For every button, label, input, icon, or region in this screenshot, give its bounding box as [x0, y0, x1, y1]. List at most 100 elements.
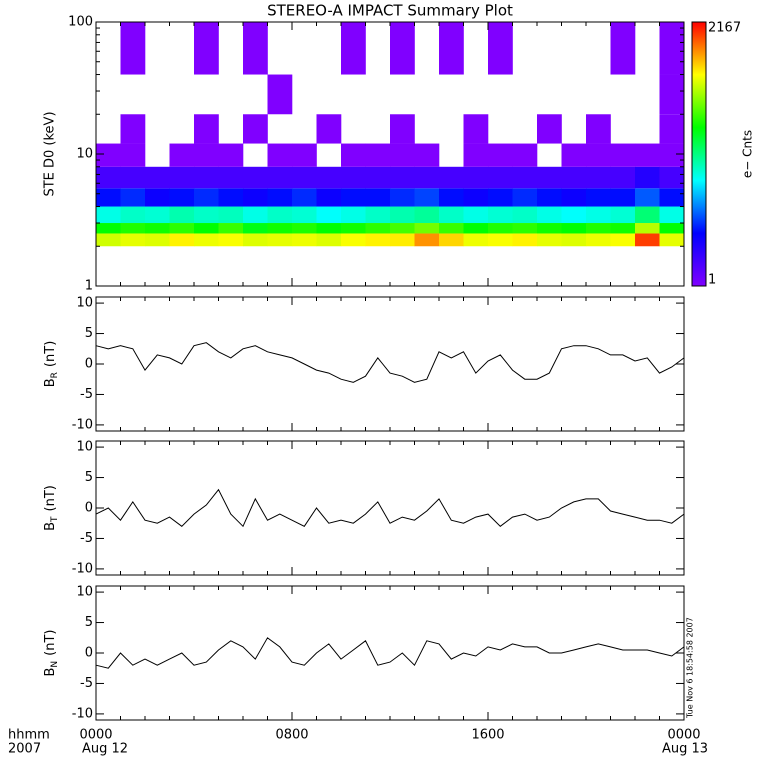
heat-cell: [659, 74, 685, 115]
line-series: [95, 342, 685, 383]
heat-cell: [316, 188, 342, 207]
heat-cell: [390, 114, 415, 144]
heat-cell: [463, 114, 489, 144]
heat-cell: [610, 233, 636, 247]
plot-frame: [95, 440, 685, 576]
heat-cell: [414, 188, 440, 207]
heat-cell: [120, 166, 146, 189]
heat-cell: [512, 206, 538, 224]
heat-cell: [194, 233, 219, 247]
heat-cell: [316, 233, 342, 247]
heat-cell: [365, 206, 391, 224]
heat-cell: [659, 114, 685, 144]
heat-cell: [537, 233, 562, 247]
heat-cell: [610, 22, 636, 75]
y-tick-label: -10: [72, 561, 93, 576]
heat-cell: [365, 143, 391, 167]
heat-cell: [120, 188, 146, 207]
colorbar-tick-label: 1: [708, 273, 716, 288]
heat-cell: [243, 188, 268, 207]
heat-cell: [341, 188, 366, 207]
heat-cell: [243, 206, 268, 224]
heat-cell: [267, 233, 293, 247]
heat-cell: [96, 143, 121, 167]
x-tick-label: 1600: [471, 728, 504, 743]
y-tick-label: -5: [80, 676, 93, 691]
time-unit-label: hhmm: [8, 728, 50, 743]
heat-cell: [488, 22, 513, 75]
heat-cell: [341, 206, 366, 224]
y-label-base: B: [43, 668, 58, 677]
heat-cell: [635, 143, 660, 167]
end-date: Aug 13: [662, 742, 708, 757]
heat-cell: [561, 206, 587, 224]
y-label-sub: N: [50, 661, 60, 668]
heat-cell: [414, 166, 440, 189]
heat-cell: [561, 188, 587, 207]
heat-cell: [218, 166, 244, 189]
heat-cell: [659, 223, 685, 234]
y-label-base: B: [43, 378, 58, 387]
x-tick-label: 0000: [667, 728, 700, 743]
colorbar: [691, 21, 707, 287]
heat-cell: [292, 166, 317, 189]
y-tick-label: 0: [85, 646, 93, 661]
heat-cell: [341, 22, 366, 75]
heat-cell: [292, 223, 317, 234]
heat-cell: [96, 206, 121, 224]
heat-cell: [243, 166, 268, 189]
heat-cell: [145, 233, 170, 247]
y-axis-label: BT (nT): [43, 485, 60, 531]
heat-cell: [316, 223, 342, 234]
heat-cell: [218, 233, 244, 247]
heat-cell: [267, 143, 293, 167]
y-label-base: B: [43, 522, 58, 531]
heat-cell: [659, 188, 685, 207]
heat-cell: [341, 143, 366, 167]
x-tick-label: 0000: [79, 728, 112, 743]
heat-cell: [635, 223, 660, 234]
heat-cell: [463, 233, 489, 247]
heat-cell: [488, 206, 513, 224]
heat-cell: [390, 233, 415, 247]
year-label: 2007: [8, 742, 41, 757]
heat-cell: [439, 22, 464, 75]
y-tick-label: -5: [80, 531, 93, 546]
heat-cell: [610, 223, 636, 234]
heat-cell: [463, 143, 489, 167]
y-tick-label: 100: [68, 15, 93, 30]
heat-cell: [463, 223, 489, 234]
heat-cell: [365, 166, 391, 189]
heat-cell: [169, 143, 195, 167]
heat-cell: [635, 206, 660, 224]
heat-cell: [635, 166, 660, 189]
y-tick-label: 5: [85, 326, 93, 341]
heat-cell: [341, 233, 366, 247]
y-tick-label: 5: [85, 615, 93, 630]
heat-cell: [120, 22, 146, 75]
heat-cell: [194, 188, 219, 207]
heat-cell: [586, 114, 611, 144]
y-tick-label: 10: [76, 296, 93, 311]
y-tick-label: -5: [80, 387, 93, 402]
heat-cell: [659, 143, 685, 167]
heat-cell: [96, 223, 121, 234]
y-label-unit: (nT): [43, 341, 58, 367]
line-series: [95, 637, 685, 669]
heat-cell: [194, 223, 219, 234]
heat-cell: [586, 143, 611, 167]
heat-cell: [292, 143, 317, 167]
heat-cell: [145, 166, 170, 189]
heat-cell: [586, 233, 611, 247]
heat-cell: [512, 223, 538, 234]
heat-cell: [586, 223, 611, 234]
start-date: Aug 12: [82, 742, 128, 757]
plot-frame: [95, 296, 685, 432]
y-tick-label: 10: [76, 440, 93, 455]
heat-cell: [561, 223, 587, 234]
y-tick-label: -10: [72, 706, 93, 721]
y-axis-label: BR (nT): [43, 341, 60, 388]
heat-cell: [439, 188, 464, 207]
y-tick-label: 10: [76, 147, 93, 162]
heat-cell: [341, 166, 366, 189]
